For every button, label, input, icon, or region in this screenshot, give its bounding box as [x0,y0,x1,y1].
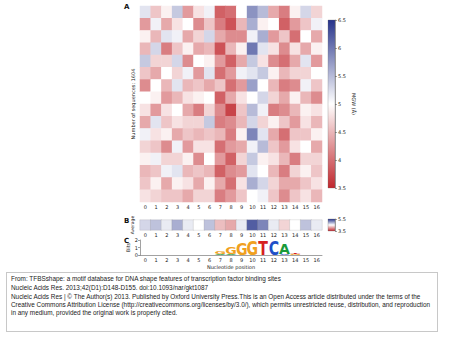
svg-text:G: G [215,251,227,254]
svg-text:6: 6 [208,232,211,238]
svg-text:11: 11 [260,257,266,263]
svg-text:14: 14 [292,204,298,210]
html-text:Nucleic Acids Res | © The Auth: Nucleic Acids Res | © The Author(s) 2013… [11,293,431,316]
svg-text:T: T [258,237,268,260]
svg-text:2: 2 [165,257,168,263]
svg-text:A: A [279,242,290,257]
svg-text:C: C [124,236,130,245]
svg-text:5: 5 [197,257,200,263]
svg-text:4: 4 [187,257,190,263]
svg-text:4: 4 [187,204,190,210]
svg-text:5.5: 5.5 [338,216,346,222]
svg-text:4: 4 [187,232,190,238]
svg-text:B: B [124,217,129,225]
svg-text:Bits: Bits [125,242,131,252]
svg-text:11: 11 [260,232,266,238]
svg-text:6: 6 [208,257,211,263]
html-text:Nucleic Acids Res. 2013;42(D1): Nucleic Acids Res. 2013;42(D1):D148-D155… [11,284,209,291]
svg-text:8: 8 [229,204,232,210]
svg-text:7: 7 [219,257,222,263]
svg-text:1: 1 [135,245,138,251]
svg-text:16: 16 [313,257,319,263]
svg-text:6: 6 [208,204,211,210]
svg-text:10: 10 [249,204,255,210]
svg-text:C: C [269,237,279,260]
svg-text:9: 9 [240,204,243,210]
svg-text:A: A [124,3,130,11]
svg-text:3.5: 3.5 [338,228,346,234]
svg-text:0: 0 [144,232,147,238]
svg-text:A: A [214,253,226,256]
html-text:From: TFBSshape: a motif datab: From: TFBSshape: a motif database for DN… [11,275,281,282]
svg-text:4.5: 4.5 [338,129,346,135]
svg-text:2: 2 [165,204,168,210]
svg-text:8: 8 [229,232,232,238]
svg-text:G: G [247,238,259,259]
svg-text:3: 3 [176,232,179,238]
svg-text:5.5: 5.5 [338,73,346,79]
svg-text:0: 0 [144,257,147,263]
svg-text:8: 8 [229,257,232,263]
svg-text:13: 13 [281,232,287,238]
svg-text:6: 6 [338,45,341,51]
svg-text:G: G [225,247,237,257]
svg-text:0: 0 [144,204,147,210]
svg-text:15: 15 [303,257,309,263]
svg-text:9: 9 [240,257,243,263]
svg-text:9: 9 [240,232,243,238]
svg-text:5: 5 [197,232,200,238]
svg-text:3.5: 3.5 [338,185,346,191]
svg-text:G: G [236,240,248,259]
svg-text:4: 4 [338,157,341,163]
svg-text:3: 3 [176,204,179,210]
svg-text:1: 1 [154,257,157,263]
svg-text:5: 5 [197,204,200,210]
svg-text:0: 0 [135,252,138,258]
svg-text:11: 11 [260,204,266,210]
svg-text:15: 15 [303,204,309,210]
svg-text:16: 16 [313,204,319,210]
svg-text:2: 2 [135,237,138,243]
svg-text:15: 15 [303,232,309,238]
svg-text:3: 3 [176,257,179,263]
svg-text:MGW (Å): MGW (Å) [351,93,357,115]
svg-text:T: T [290,252,300,254]
svg-text:12: 12 [271,257,277,263]
svg-text:16: 16 [313,232,319,238]
svg-text:12: 12 [271,232,277,238]
svg-text:1: 1 [154,204,157,210]
svg-text:13: 13 [281,204,287,210]
svg-text:6.5: 6.5 [338,17,346,23]
svg-text:7: 7 [219,204,222,210]
svg-text:2: 2 [165,232,168,238]
svg-text:14: 14 [292,257,298,263]
svg-text:10: 10 [249,232,255,238]
svg-text:5: 5 [338,101,341,107]
svg-text:14: 14 [292,232,298,238]
svg-text:Nucleotide position: Nucleotide position [207,264,255,271]
svg-text:Average: Average [130,216,135,235]
svg-text:12: 12 [271,204,277,210]
svg-text:13: 13 [281,257,287,263]
svg-text:Number of sequences: 1604: Number of sequences: 1604 [130,69,137,140]
svg-text:7: 7 [219,232,222,238]
svg-text:10: 10 [249,257,255,263]
svg-text:1: 1 [154,232,157,238]
